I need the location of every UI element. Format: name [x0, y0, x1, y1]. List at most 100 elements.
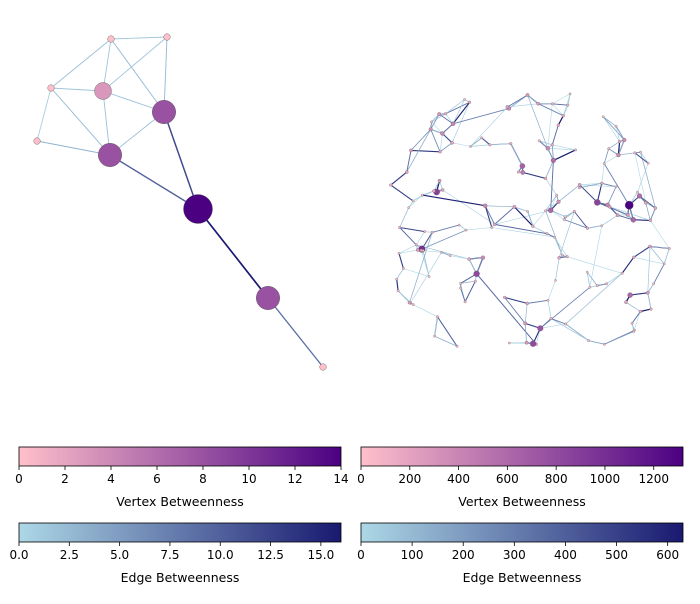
network-edge [604, 330, 634, 344]
network-node [421, 194, 423, 196]
network-edge [525, 303, 527, 323]
network-edge [400, 208, 409, 228]
left-network-plot [34, 34, 327, 371]
network-edge [523, 172, 546, 178]
network-edge [431, 129, 440, 152]
network-node [537, 102, 540, 105]
network-edge [540, 287, 590, 328]
network-node [480, 137, 482, 139]
network-edge [432, 225, 459, 232]
colorbar-tick-label: 400 [554, 548, 577, 562]
network-edge [640, 309, 651, 311]
network-node [405, 171, 408, 174]
left-network-nodes [34, 34, 327, 371]
network-node [412, 303, 414, 305]
network-node [526, 93, 529, 96]
network-node [566, 255, 569, 258]
left-edge-colorbar-label: Edge Betweenness [121, 570, 240, 585]
network-node [603, 343, 605, 345]
network-edge [471, 138, 482, 147]
network-edge [618, 153, 635, 155]
right-network-edges [391, 94, 670, 346]
network-node [397, 290, 399, 292]
network-edge [632, 312, 640, 324]
network-edge [538, 104, 563, 116]
network-node [621, 272, 623, 274]
network-node [607, 147, 609, 149]
colorbar-tick-label: 14 [333, 472, 348, 486]
network-edge [552, 125, 558, 145]
network-edge [268, 298, 323, 367]
network-node [506, 105, 509, 108]
network-edge [391, 185, 413, 201]
colorbar-tick-label: 8 [199, 472, 207, 486]
colorbar-tick-label: 400 [447, 472, 470, 486]
network-edge [603, 117, 619, 142]
network-node [389, 184, 392, 187]
network-edge [597, 284, 606, 286]
network-edge [553, 150, 575, 161]
network-edge [634, 312, 641, 332]
network-node [458, 224, 460, 226]
network-edge [664, 249, 669, 264]
network-node [415, 244, 417, 246]
network-node [474, 280, 476, 282]
network-node [464, 300, 467, 303]
network-node [633, 330, 635, 332]
network-node [558, 256, 561, 259]
network-edge [648, 293, 651, 309]
network-node [493, 223, 496, 226]
network-edge [471, 107, 508, 147]
network-node [525, 341, 528, 344]
network-node [184, 195, 213, 224]
network-node [586, 227, 589, 230]
network-edge [391, 172, 407, 185]
network-edge [552, 104, 563, 116]
network-edge [603, 117, 616, 127]
network-edge [397, 269, 404, 280]
network-node [644, 201, 647, 204]
network-node [527, 210, 529, 212]
network-edge [465, 281, 475, 302]
network-node [663, 263, 665, 265]
colorbar-tick-label: 500 [605, 548, 628, 562]
network-node [564, 215, 566, 217]
network-edge [453, 109, 509, 124]
network-node [557, 200, 561, 204]
network-edge [399, 250, 418, 254]
network-edge [567, 257, 622, 274]
network-node [562, 114, 565, 117]
network-node [550, 317, 553, 320]
network-node [424, 230, 426, 232]
colorbar-tick-label: 10 [241, 472, 256, 486]
network-edge [409, 195, 423, 208]
colorbar-tick-label: 0.0 [9, 548, 28, 562]
network-node [521, 170, 525, 174]
network-edge [403, 269, 429, 277]
network-node [634, 152, 637, 155]
network-node [538, 326, 544, 332]
network-edge [622, 257, 634, 273]
network-node [444, 112, 447, 115]
network-edge [413, 305, 437, 317]
network-node [631, 322, 633, 324]
colorbar-tick-label: 2 [61, 472, 69, 486]
network-node [429, 128, 433, 132]
network-edge [477, 274, 537, 345]
network-edge [453, 102, 470, 124]
colorbar-gradient [361, 523, 683, 542]
network-node [551, 158, 556, 163]
network-edge [422, 195, 485, 206]
network-node [646, 291, 649, 294]
network-node [436, 316, 439, 319]
network-node [616, 153, 620, 157]
network-node [639, 151, 641, 153]
network-edge [51, 39, 111, 88]
network-node [547, 299, 549, 301]
network-node [474, 271, 480, 277]
network-node [546, 232, 549, 235]
network-node [556, 194, 558, 196]
network-edge [422, 230, 466, 249]
